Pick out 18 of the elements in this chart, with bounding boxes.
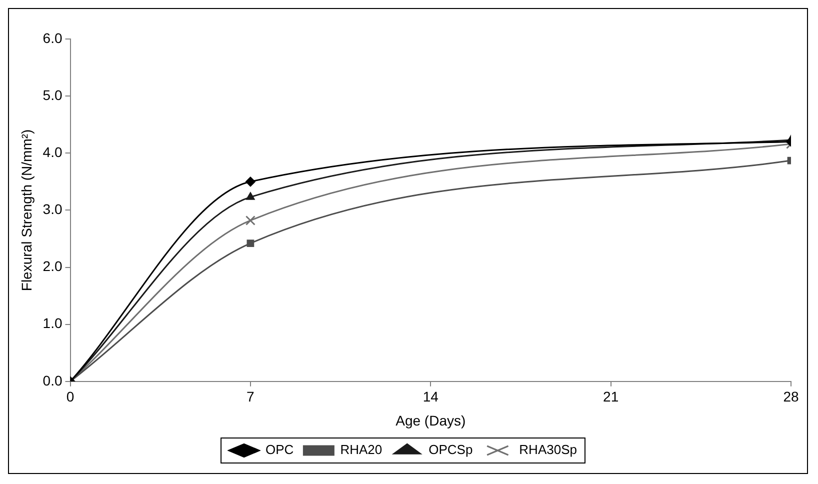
y-tick-label: 2.0 [42,258,62,274]
y-tick-label: 6.0 [42,30,62,46]
x-axis-title: Age (Days) [396,412,466,428]
y-axis-title: Flexural Strength (N/mm²) [18,129,34,292]
x-tick-label: 7 [246,388,255,405]
y-tick-label: 0.0 [42,372,62,388]
legend-label: RHA30Sp [519,442,577,458]
y-tick-label: 3.0 [42,201,62,218]
legend-label: OPCSp [428,442,473,458]
x-tick-label: 28 [783,388,799,405]
y-tick-label: 5.0 [42,86,62,103]
y-tick-label: 4.0 [42,144,62,160]
y-tick-label: 1.0 [42,315,62,332]
legend-label: OPC [266,442,294,458]
legend-label: RHA20 [340,442,382,458]
x-tick-label: 21 [603,388,619,405]
x-tick-label: 14 [422,388,439,405]
x-tick-label: 0 [66,388,74,405]
